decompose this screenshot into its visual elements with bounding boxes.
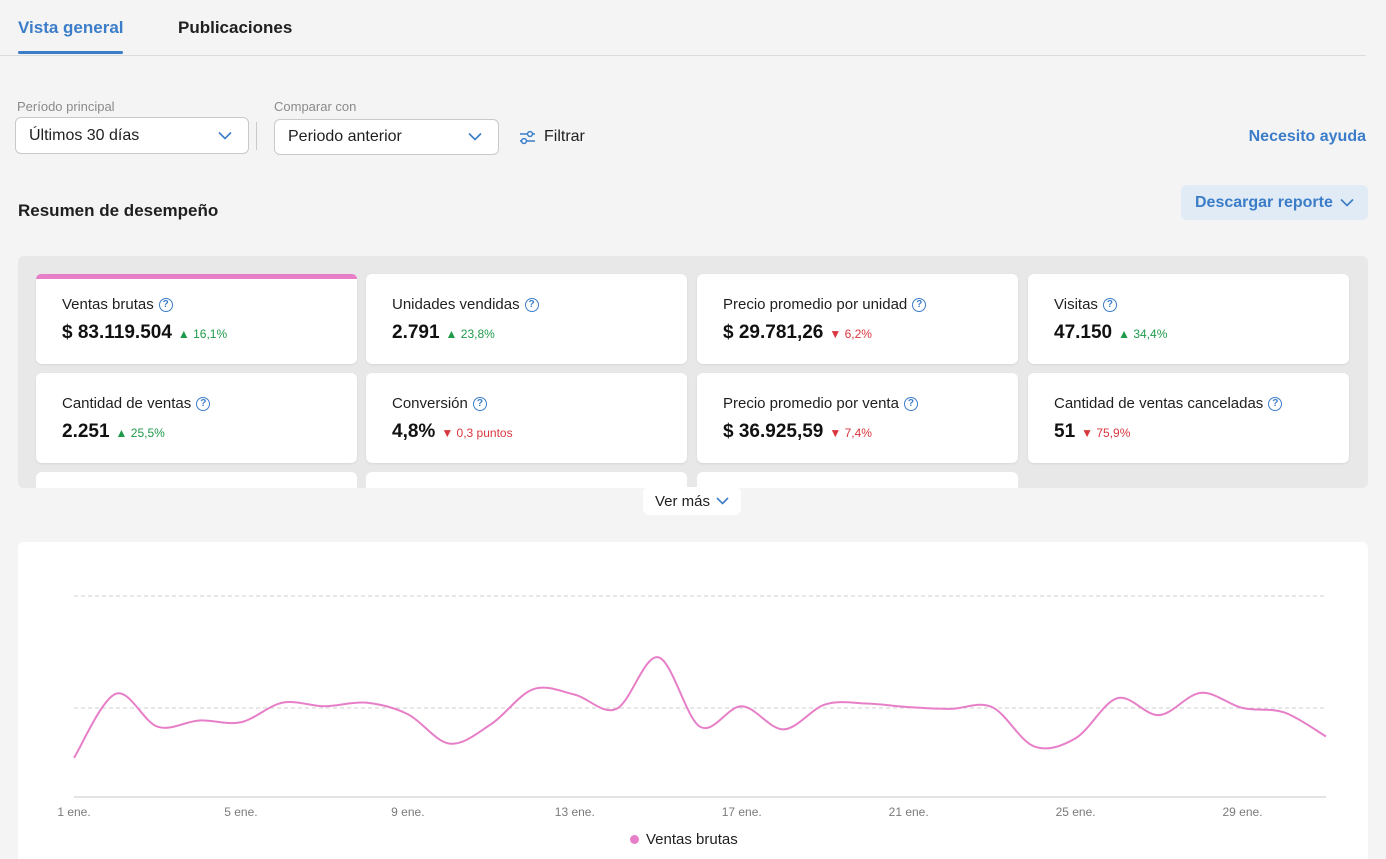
metric-value: 51 xyxy=(1054,421,1076,442)
metric-value: 2.791 xyxy=(392,322,440,343)
tab-publicaciones[interactable]: Publicaciones xyxy=(178,18,293,37)
main-period-select[interactable]: Últimos 30 días xyxy=(15,117,249,154)
metric-delta: ▲ 16,1% xyxy=(177,327,228,341)
filter-label: Filtrar xyxy=(544,128,585,145)
help-icon[interactable]: ? xyxy=(524,297,539,312)
metric-card-precio-promedio-unidad[interactable]: Precio promedio por unidad? $ 29.781,26 ▼… xyxy=(697,274,1018,364)
active-tab-indicator xyxy=(18,51,123,54)
x-tick-label: 9 ene. xyxy=(391,805,424,819)
help-icon[interactable]: ? xyxy=(1268,396,1283,411)
compare-label: Comparar con xyxy=(274,99,357,114)
tab-vista-general[interactable]: Vista general xyxy=(18,18,124,37)
chart-card: 1 ene. 5 ene. 9 ene. 13 ene. 17 ene. 21 ene. 2… xyxy=(18,542,1368,859)
series-line-ventas-brutas xyxy=(73,656,1327,759)
help-icon[interactable]: ? xyxy=(912,297,927,312)
divider xyxy=(256,122,257,150)
x-tick-label: 17 ene. xyxy=(722,805,762,819)
main-period-value: Últimos 30 días xyxy=(29,126,140,144)
metric-card-ventas-brutas[interactable]: Ventas brutas? $ 83.119.504 ▲ 16,1% xyxy=(36,274,357,364)
x-tick-label: 29 ene. xyxy=(1223,805,1263,819)
line-chart: 1 ene. 5 ene. 9 ene. 13 ene. 17 ene. 21 ene. 2… xyxy=(57,595,1327,819)
chevron-down-icon xyxy=(716,497,729,505)
download-report-button[interactable]: Descargar reporte xyxy=(1181,185,1368,220)
help-icon[interactable]: ? xyxy=(472,396,487,411)
filter-button[interactable]: Filtrar xyxy=(519,128,585,146)
see-more-label: Ver más xyxy=(654,492,711,510)
legend-dot xyxy=(630,835,639,844)
metric-title: Precio promedio por venta xyxy=(723,395,899,412)
help-link[interactable]: Necesito ayuda xyxy=(1248,128,1366,145)
metric-card-cantidad-ventas[interactable]: Cantidad de ventas? 2.251 ▲ 25,5% xyxy=(36,373,357,463)
metric-title: Cantidad de ventas xyxy=(62,395,192,412)
metric-value: 47.150 xyxy=(1054,322,1113,343)
metric-card-conversion[interactable]: Conversión? 4,8% ▼ 0,3 puntos xyxy=(366,373,687,463)
chart-legend[interactable]: Ventas brutas xyxy=(630,831,738,848)
download-report-label: Descargar reporte xyxy=(1195,193,1333,211)
metric-delta: ▲ 25,5% xyxy=(115,426,165,440)
metric-value: $ 29.781,26 xyxy=(723,322,824,343)
metric-title: Precio promedio por unidad xyxy=(723,296,908,313)
metric-card-visitas[interactable]: Visitas? 47.150 ▲ 34,4% xyxy=(1028,274,1349,364)
metric-card-ventas-canceladas[interactable]: Cantidad de ventas canceladas? 51 ▼ 75,9% xyxy=(1028,373,1349,463)
help-icon[interactable]: ? xyxy=(903,396,918,411)
metric-title: Conversión xyxy=(392,395,468,412)
chevron-down-icon xyxy=(218,131,232,140)
x-tick-label: 5 ene. xyxy=(224,805,257,819)
metric-title: Ventas brutas xyxy=(62,296,154,313)
metric-value: 2.251 xyxy=(62,421,110,442)
metric-title: Visitas xyxy=(1054,296,1098,313)
metric-delta: ▲ 34,4% xyxy=(1118,327,1168,341)
metric-title: Cantidad de ventas canceladas xyxy=(1054,395,1264,412)
metric-card-hidden xyxy=(36,472,357,488)
metric-card-hidden xyxy=(366,472,687,488)
metric-delta: ▲ 23,8% xyxy=(445,327,495,341)
metric-title: Unidades vendidas xyxy=(392,296,520,313)
x-tick-label: 21 ene. xyxy=(889,805,929,819)
help-icon[interactable]: ? xyxy=(196,396,211,411)
metric-card-precio-promedio-venta[interactable]: Precio promedio por venta? $ 36.925,59 ▼ … xyxy=(697,373,1018,463)
metric-delta: ▼ 6,2% xyxy=(829,327,872,341)
legend-label: Ventas brutas xyxy=(646,831,738,848)
metric-delta: ▼ 7,4% xyxy=(829,426,872,440)
see-more-button[interactable]: Ver más xyxy=(643,487,741,515)
tab-bar: Vista general Publicaciones xyxy=(0,0,1366,56)
chevron-down-icon xyxy=(1340,198,1354,207)
compare-value: Periodo anterior xyxy=(288,128,402,145)
section-title: Resumen de desempeño xyxy=(18,201,219,220)
sliders-icon xyxy=(520,130,535,144)
metrics-panel: Ventas brutas? $ 83.119.504 ▲ 16,1% Unida… xyxy=(18,256,1368,488)
help-icon[interactable]: ? xyxy=(158,297,173,312)
compare-select[interactable]: Periodo anterior xyxy=(274,119,499,155)
metric-delta: ▼ 75,9% xyxy=(1081,426,1131,440)
metric-value: 4,8% xyxy=(392,421,436,442)
x-tick-label: 25 ene. xyxy=(1056,805,1096,819)
metric-card-unidades-vendidas[interactable]: Unidades vendidas? 2.791 ▲ 23,8% xyxy=(366,274,687,364)
chevron-down-icon xyxy=(468,132,482,141)
x-tick-label: 1 ene. xyxy=(57,805,90,819)
metric-value: $ 36.925,59 xyxy=(723,421,824,442)
metric-value: $ 83.119.504 xyxy=(62,322,172,343)
x-tick-label: 13 ene. xyxy=(555,805,595,819)
metric-delta: ▼ 0,3 puntos xyxy=(441,426,513,440)
main-period-label: Período principal xyxy=(17,99,115,114)
metric-card-hidden xyxy=(697,472,1018,488)
help-icon[interactable]: ? xyxy=(1102,297,1117,312)
